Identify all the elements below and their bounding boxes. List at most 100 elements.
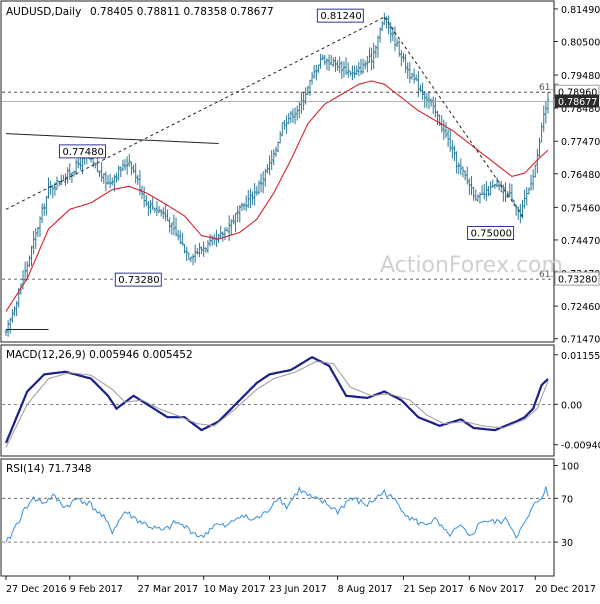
price-bar: [119, 166, 122, 178]
callout-label: 0.75000: [471, 229, 512, 240]
date-tick-label: 20 Dec 2017: [535, 584, 596, 595]
level-price-label: 0.73280: [558, 275, 597, 286]
macd-line: [4, 355, 549, 444]
price-bar: [327, 54, 331, 71]
price-bar: [172, 214, 176, 236]
price-bar: [94, 162, 97, 169]
price-bar: [104, 171, 108, 192]
price-bar: [536, 148, 539, 174]
watermark: ActionForex.com: [380, 253, 563, 278]
price-moving-average: [5, 80, 549, 312]
price-bar: [427, 91, 431, 110]
price-bar: [57, 180, 61, 187]
price-bar: [372, 42, 375, 69]
macd-tick-label: -0.009408: [561, 441, 600, 452]
price-bar: [162, 207, 165, 220]
price-bar: [429, 98, 433, 107]
macd-tick-label: 0.01155: [561, 351, 600, 362]
price-bar: [336, 60, 339, 71]
price-bar: [274, 146, 278, 157]
price-bar: [472, 186, 475, 201]
price-bar: [251, 191, 254, 205]
price-bar: [461, 166, 465, 178]
price-tick-label: 0.76480: [561, 170, 600, 181]
price-bar: [232, 214, 235, 225]
price-bar: [278, 131, 282, 144]
price-bar: [121, 159, 125, 172]
macd-panel: MACD(12,26,9) 0.005946 0.005452 0.011550…: [0, 344, 600, 457]
price-bar: [355, 65, 358, 76]
price-bar: [253, 182, 256, 206]
macd-tick-label: 0.00: [561, 400, 582, 411]
price-bar: [225, 227, 229, 232]
price-tick-label: 0.72460: [561, 302, 600, 313]
price-bar: [538, 137, 541, 157]
price-bar: [77, 157, 80, 169]
price-panel-frame: [0, 0, 555, 343]
price-bar: [404, 54, 407, 74]
price-bar: [4, 329, 8, 336]
trendline: [5, 16, 385, 210]
price-bar: [270, 150, 273, 171]
price-bar: [308, 80, 312, 96]
price-bar: [261, 171, 265, 194]
price-bar: [34, 227, 37, 249]
price-bar: [291, 108, 295, 123]
price-bar: [468, 178, 471, 195]
price-tick-label: 0.77470: [561, 137, 600, 148]
price-bar: [310, 71, 314, 85]
price-bar: [459, 158, 463, 176]
price-bar: [334, 56, 337, 73]
price-bar: [236, 205, 239, 223]
date-tick-label: 23 Jun 2017: [270, 584, 327, 595]
price-bar: [351, 65, 354, 81]
rsi-axis: 100 70 30: [554, 461, 579, 549]
price-bar: [210, 235, 214, 246]
price-bar: [451, 140, 454, 159]
price-bar: [176, 229, 180, 241]
price-panel: AUDUSD,Daily 0.78405 0.78811 0.78358 0.7…: [0, 0, 600, 346]
price-bar: [457, 162, 460, 175]
callout-label: 0.73280: [118, 275, 159, 286]
price-bar: [342, 61, 346, 78]
rsi-header: RSI(14) 71.7348: [6, 463, 91, 475]
price-bar: [298, 101, 301, 119]
price-tick-label: 0.75460: [561, 203, 600, 214]
level-price-box: [554, 271, 600, 286]
price-bar: [179, 230, 182, 244]
price-bar: [151, 197, 154, 211]
price-bar: [159, 209, 163, 217]
callout-box: [467, 226, 515, 240]
price-bar: [102, 173, 105, 184]
price-bar: [51, 184, 54, 199]
rsi-tick-label: 30: [561, 538, 573, 549]
rsi-grid: [2, 497, 553, 543]
price-header-ohlc: 0.78405 0.78811 0.78358 0.78677: [90, 6, 274, 18]
price-bar: [330, 54, 333, 65]
price-bar: [344, 57, 348, 76]
price-bar: [321, 54, 324, 61]
price-bar: [402, 52, 405, 62]
price-bar: [11, 308, 14, 323]
current-price-label: 0.78677: [558, 97, 597, 108]
callout-box: [59, 144, 106, 159]
price-bar: [9, 317, 12, 334]
price-ma-line: [5, 80, 549, 312]
price-bar: [60, 174, 63, 186]
price-bar: [480, 185, 484, 196]
price-bar: [130, 161, 133, 176]
price-bar: [483, 183, 486, 200]
price-bar: [134, 163, 137, 184]
callout-box: [316, 8, 364, 23]
price-bar: [349, 70, 352, 77]
rsi-line: [5, 486, 549, 543]
price-bar: [145, 195, 148, 207]
price-bar: [542, 105, 545, 132]
price-bar: [519, 203, 522, 224]
price-bar: [398, 40, 401, 57]
price-axis: 0.81490 0.80500 0.79480 0.78480 0.77470 0.764…: [554, 5, 600, 346]
price-bar: [306, 86, 310, 95]
price-bar: [30, 245, 33, 266]
macd-signal-line: [5, 360, 549, 448]
